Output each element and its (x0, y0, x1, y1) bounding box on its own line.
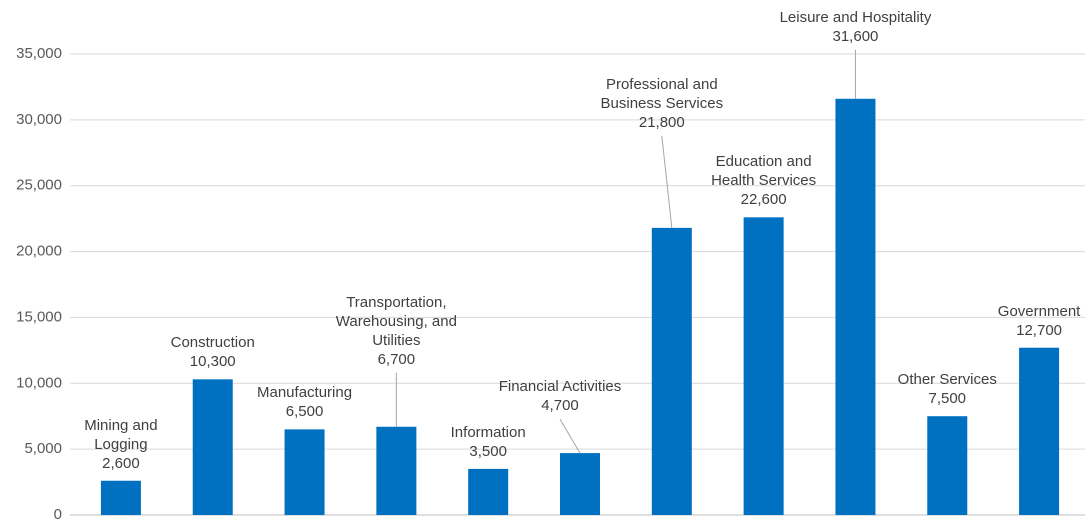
category-label: Education and Health Services (711, 153, 817, 190)
y-tick-label: 30,000 (16, 111, 62, 128)
bar (835, 98, 876, 515)
data-label: Leisure and Hospitality 31,600 (770, 8, 940, 46)
category-label: Construction (170, 334, 255, 352)
data-label: Transportation, Warehousing, and Utiliti… (326, 293, 466, 369)
y-tick-label: 20,000 (16, 243, 62, 260)
value-label: 3,500 (469, 442, 507, 460)
y-tick-label: 35,000 (16, 45, 62, 62)
y-tick-label: 0 (54, 506, 62, 521)
data-label: Financial Activities 4,700 (485, 377, 635, 415)
data-label: Professional and Business Services 21,800 (589, 75, 734, 132)
leader-line (559, 418, 581, 454)
value-label: 6,700 (377, 350, 416, 368)
bar (468, 468, 509, 515)
bar (376, 426, 417, 515)
category-label: Financial Activities (498, 378, 622, 396)
y-tick-label: 10,000 (16, 374, 62, 391)
bar (743, 217, 784, 515)
category-label: Mining and Logging (84, 416, 158, 453)
bar (927, 416, 968, 515)
category-label: Other Services (897, 371, 997, 389)
leader-line (661, 135, 673, 228)
data-label: Other Services 7,500 (882, 370, 1012, 408)
category-label: Leisure and Hospitality (779, 8, 932, 26)
bar (1019, 347, 1060, 515)
value-label: 31,600 (832, 27, 879, 45)
value-label: 4,700 (541, 397, 579, 415)
value-label: 6,500 (285, 403, 324, 421)
data-label: Education and Health Services 22,600 (701, 152, 826, 209)
value-label: 22,600 (740, 191, 787, 209)
y-tick-label: 15,000 (16, 308, 62, 325)
data-label: Manufacturing 6,500 (245, 383, 365, 421)
value-label: 2,600 (102, 454, 140, 472)
data-label: Information 3,500 (433, 423, 543, 461)
bar (100, 480, 141, 515)
category-label: Manufacturing (257, 384, 353, 402)
value-label: 21,800 (638, 113, 685, 131)
category-label: Government (997, 302, 1081, 320)
category-label: Professional and Business Services (600, 75, 724, 112)
data-label: Government 12,700 (984, 302, 1089, 340)
bar (192, 379, 233, 515)
bar (651, 227, 692, 515)
value-label: 7,500 (928, 390, 967, 408)
value-label: 10,300 (189, 353, 236, 371)
bar (284, 429, 325, 515)
data-label: Mining and Logging 2,600 (76, 416, 166, 473)
data-label: Construction 10,300 (158, 333, 268, 371)
bar (560, 453, 600, 515)
category-label: Information (450, 423, 526, 441)
category-label: Transportation, Warehousing, and Utiliti… (335, 293, 457, 349)
y-tick-label: 25,000 (16, 177, 62, 194)
value-label: 12,700 (1016, 321, 1063, 339)
y-tick-label: 5,000 (24, 440, 62, 457)
